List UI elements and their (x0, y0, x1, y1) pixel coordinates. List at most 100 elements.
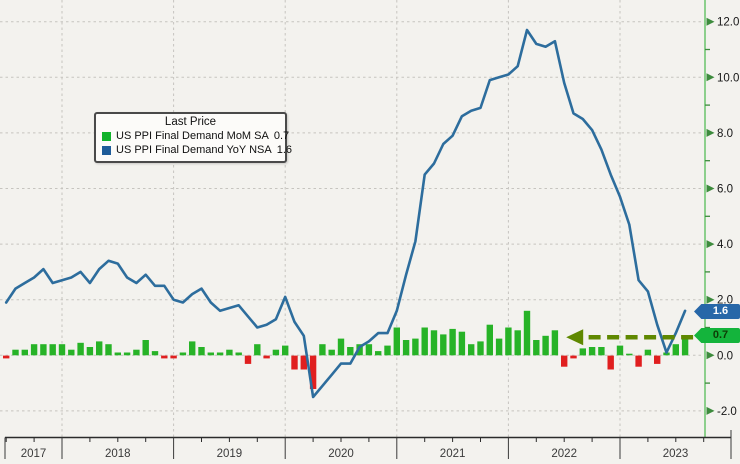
mom-bar (263, 355, 270, 359)
mom-bar (635, 355, 642, 367)
year-label: 2019 (217, 448, 243, 460)
mom-bar (114, 352, 121, 356)
year-label: 2023 (663, 448, 689, 460)
mom-bar (77, 342, 84, 356)
legend-value-mom: 0.7 (273, 130, 290, 142)
mom-bar (523, 310, 531, 356)
y-tick-label: 8.0 (717, 128, 733, 140)
mom-bar (207, 352, 214, 356)
mom-bar (86, 347, 94, 356)
mom-bar (319, 344, 326, 356)
mom-bar (105, 344, 112, 356)
mom-bar (486, 324, 493, 356)
mom-bar (356, 344, 363, 356)
mom-bar (300, 355, 307, 370)
mom-bar (384, 345, 391, 356)
y-tick-label: 12.0 (717, 17, 739, 29)
mom-bar (477, 341, 484, 356)
y-major-tick-icon (706, 184, 715, 193)
mom-bar (375, 351, 382, 356)
legend-row-yoy: US PPI Final Demand YoY NSA 1.6 (102, 143, 292, 157)
mom-bar (58, 344, 66, 356)
y-major-tick-icon (706, 295, 715, 304)
mom-bar (644, 349, 652, 356)
mom-bar (244, 355, 252, 364)
mom-bar (291, 355, 298, 370)
mom-bar (412, 338, 419, 356)
year-label: 2018 (105, 448, 131, 460)
mom-bar (607, 355, 614, 370)
mom-bar (337, 338, 345, 356)
mom-bar (570, 355, 577, 359)
mom-bar (170, 355, 177, 359)
y-tick-label: 4.0 (717, 239, 733, 251)
yoy-price-tag: 1.6 (694, 304, 740, 319)
mom-bar (533, 340, 540, 356)
legend-label-yoy: US PPI Final Demand YoY NSA (116, 144, 272, 156)
mom-bar (68, 349, 75, 356)
year-label: 2017 (21, 448, 47, 460)
year-label: 2022 (551, 448, 577, 460)
y-major-tick-icon (706, 351, 715, 360)
mom-bar (616, 345, 624, 356)
mom-bar (142, 340, 149, 356)
mom-bar (588, 347, 596, 356)
mom-bar (347, 347, 354, 356)
legend-value-yoy: 1.6 (276, 144, 293, 156)
mom-bar (179, 352, 187, 356)
year-label: 2021 (440, 448, 466, 460)
mom-bar (40, 344, 47, 356)
mom-bar (579, 348, 586, 356)
mom-bar (30, 344, 38, 356)
y-tick-label: 10.0 (717, 72, 739, 84)
mom-bar (96, 341, 103, 356)
y-major-tick-icon (706, 17, 715, 26)
legend: Last Price US PPI Final Demand MoM SA 0.… (94, 112, 292, 163)
mom-bar (272, 349, 280, 356)
y-major-tick-icon (706, 240, 715, 249)
mom-bar (672, 344, 679, 356)
mom-bar (430, 330, 438, 356)
mom-bar (133, 349, 140, 356)
y-major-tick-icon (706, 128, 715, 137)
mom-bar (626, 353, 633, 356)
mom-bar (12, 349, 19, 356)
yoy-swatch-icon (102, 145, 111, 155)
mom-bar (151, 351, 159, 356)
mom-bar (21, 349, 28, 356)
mom-bar (235, 352, 242, 356)
mom-bar (421, 327, 428, 356)
legend-title: Last Price (164, 116, 217, 128)
y-tick-label: 0.0 (717, 350, 733, 362)
mom-bar (365, 344, 373, 356)
mom-bar (189, 341, 196, 356)
mom-bar (551, 330, 559, 356)
legend-label-mom: US PPI Final Demand MoM SA (116, 130, 269, 142)
y-tick-label: -2.0 (717, 406, 737, 418)
legend-row-mom: US PPI Final Demand MoM SA 0.7 (102, 129, 289, 143)
mom-bar (123, 352, 131, 356)
mom-bar (254, 344, 261, 356)
mom-bar (402, 340, 410, 356)
mom-bar (542, 335, 549, 356)
y-major-tick-icon (706, 406, 715, 415)
y-major-tick-icon (706, 73, 715, 82)
mom-bar (654, 355, 661, 364)
mom-bar (561, 355, 568, 367)
mom-bar (328, 349, 335, 356)
yoy-line (4, 28, 687, 399)
mom-bar (514, 330, 521, 356)
y-tick-label: 2.0 (717, 295, 733, 307)
mom-bar (468, 344, 475, 356)
mom-bar (598, 347, 605, 356)
y-tick-label: 6.0 (717, 184, 733, 196)
mom-bar (505, 327, 512, 356)
mom-bar (49, 344, 56, 356)
mom-swatch-icon (102, 131, 111, 141)
mom-price-tag: 0.7 (694, 328, 740, 343)
mom-bar (3, 355, 10, 359)
annotation-arrowhead-icon (566, 329, 584, 346)
mom-bar (495, 338, 503, 356)
